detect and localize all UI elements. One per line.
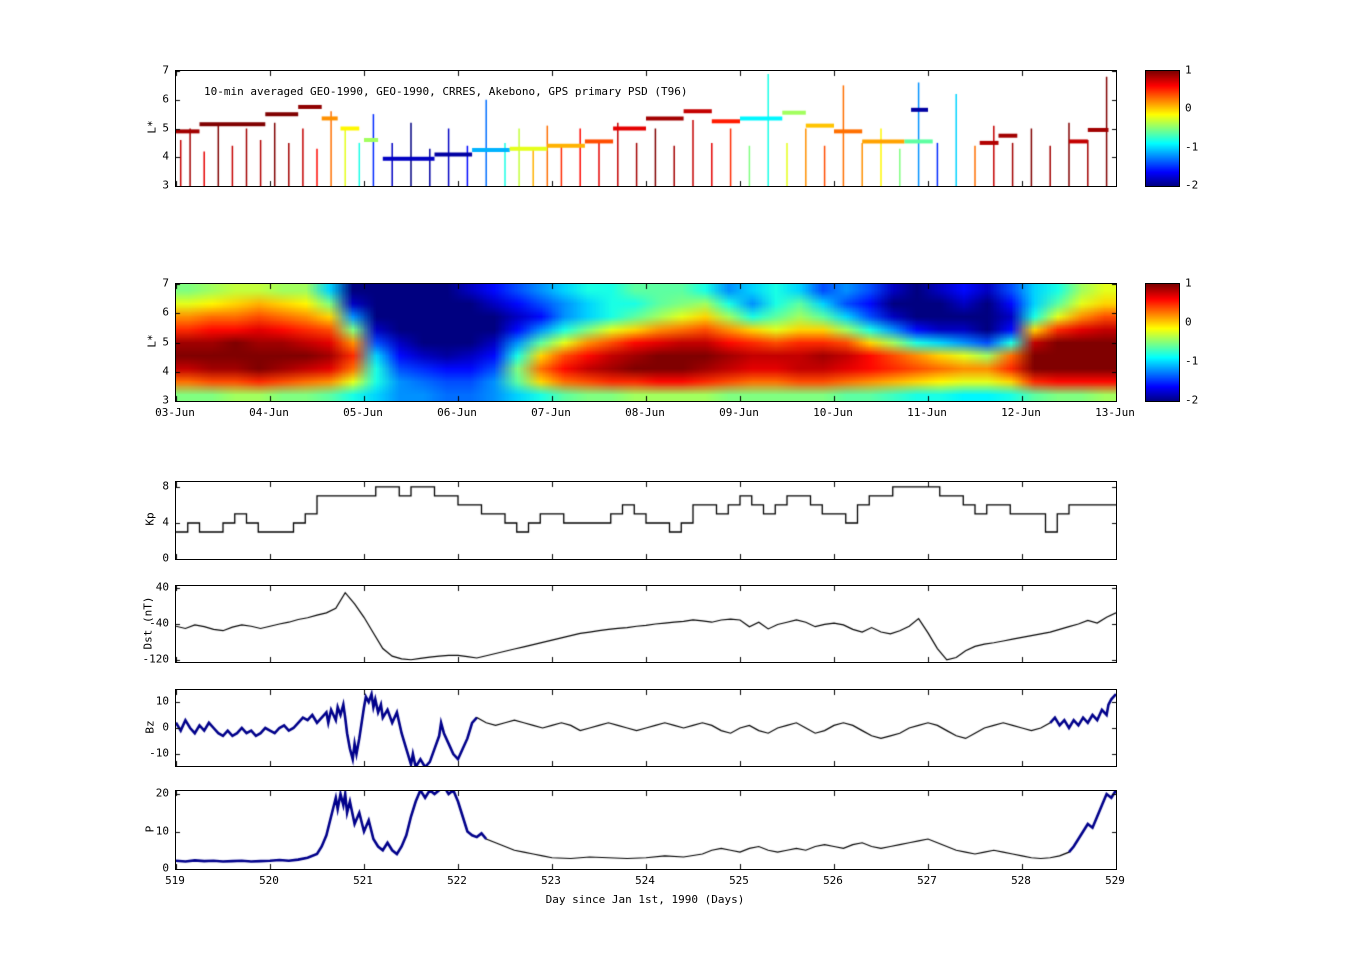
x-axis-label: Day since Jan 1st, 1990 (Days)	[545, 893, 745, 906]
day-tick-label: 520	[259, 874, 279, 887]
day-tick-label: 523	[541, 874, 561, 887]
dst-ytick-label: -40	[149, 616, 169, 630]
date-tick-label: 12-Jun	[1001, 406, 1041, 419]
dst-ytick-label: 40	[155, 580, 169, 594]
psd-scatter-ytick-label: 5	[162, 121, 169, 134]
psd-scatter-ytick-label: 7	[162, 63, 169, 77]
psd-spectrogram-colorbar-canvas	[1146, 284, 1179, 401]
psd-spectrogram-ytick-label: 6	[162, 305, 169, 319]
psd-spectrogram-ytick-label: 3	[162, 393, 169, 407]
psd-spectrogram-panel	[175, 283, 1117, 402]
psd-scatter-title: 10-min averaged GEO-1990, GEO-1990, CRRE…	[204, 85, 688, 98]
psd-scatter-panel: 10-min averaged GEO-1990, GEO-1990, CRRE…	[175, 70, 1117, 187]
date-tick-label: 03-Jun	[155, 406, 195, 419]
date-tick-label: 04-Jun	[249, 406, 289, 419]
psd-spectrogram-colorbar-tick-label: 1	[1185, 276, 1192, 290]
p-canvas	[176, 791, 1116, 869]
date-tick-label: 05-Jun	[343, 406, 383, 419]
date-tick-label: 07-Jun	[531, 406, 571, 419]
date-tick-label: 06-Jun	[437, 406, 477, 419]
day-tick-label: 521	[353, 874, 373, 887]
psd-spectrogram-ytick-label: 7	[162, 276, 169, 290]
kp-ytick-label: 0	[162, 551, 169, 565]
kp-ytick-label: 8	[162, 479, 169, 493]
psd-scatter-canvas	[176, 71, 1116, 186]
psd-spectrogram-colorbar-tick-label: 0	[1185, 315, 1192, 329]
psd-scatter-ytick-label: 3	[162, 178, 169, 192]
p-ytick-label: 0	[162, 861, 169, 875]
psd-scatter-ytick-label: 4	[162, 149, 169, 163]
dst-canvas	[176, 586, 1116, 662]
day-tick-label: 525	[729, 874, 749, 887]
psd-spectrogram-colorbar	[1145, 283, 1180, 402]
psd-scatter-colorbar-canvas	[1146, 71, 1179, 186]
p-ytick-label: 20	[155, 786, 169, 800]
psd-scatter-colorbar	[1145, 70, 1180, 187]
day-tick-label: 526	[823, 874, 843, 887]
p-panel	[175, 790, 1117, 870]
day-tick-label: 527	[917, 874, 937, 887]
bz-ytick-label: 10	[155, 694, 169, 708]
day-tick-label: 528	[1011, 874, 1031, 887]
psd-scatter-ylabel: L*	[145, 120, 159, 134]
kp-canvas	[176, 482, 1116, 559]
bz-panel	[175, 689, 1117, 767]
psd-scatter-colorbar-tick-label: -1	[1185, 140, 1199, 154]
date-tick-label: 08-Jun	[625, 406, 665, 419]
date-tick-label: 11-Jun	[907, 406, 947, 419]
date-tick-label: 09-Jun	[719, 406, 759, 419]
psd-scatter-ytick-label: 6	[162, 92, 169, 106]
psd-scatter-colorbar-tick-label: -2	[1185, 178, 1199, 192]
day-tick-label: 522	[447, 874, 467, 887]
bz-canvas	[176, 690, 1116, 766]
date-tick-label: 13-Jun	[1095, 406, 1135, 419]
psd-spectrogram-colorbar-tick-label: -1	[1185, 354, 1199, 368]
kp-ylabel: Kp	[143, 512, 157, 526]
day-tick-label: 524	[635, 874, 655, 887]
psd-spectrogram-colorbar-tick-label: -2	[1185, 393, 1199, 407]
psd-spectrogram-canvas	[176, 284, 1116, 401]
day-tick-label: 519	[165, 874, 185, 887]
kp-panel	[175, 481, 1117, 560]
day-tick-label: 529	[1105, 874, 1125, 887]
p-ylabel: P	[143, 825, 157, 833]
kp-ytick-label: 4	[162, 515, 169, 529]
dst-ytick-label: -120	[142, 652, 170, 666]
psd-spectrogram-ytick-label: 5	[162, 335, 169, 348]
bz-ylabel: Bz	[143, 720, 157, 734]
bz-ytick-label: -10	[149, 746, 169, 760]
date-tick-label: 10-Jun	[813, 406, 853, 419]
psd-spectrogram-ytick-label: 4	[162, 364, 169, 378]
psd-scatter-colorbar-tick-label: 0	[1185, 101, 1192, 115]
psd-scatter-colorbar-tick-label: 1	[1185, 63, 1192, 77]
psd-spectrogram-ylabel: L*	[145, 334, 159, 348]
p-ytick-label: 10	[155, 824, 169, 837]
bz-ytick-label: 0	[162, 720, 169, 734]
dst-panel	[175, 585, 1117, 663]
